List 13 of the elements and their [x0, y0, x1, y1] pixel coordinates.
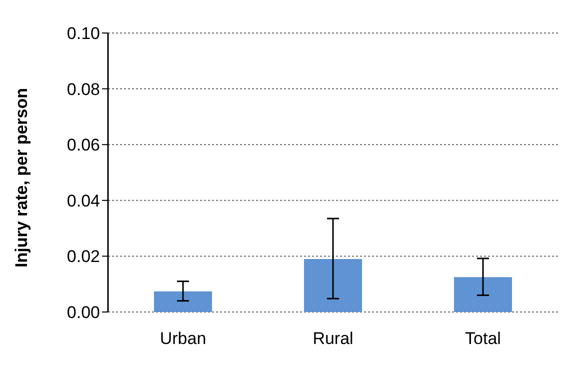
x-tick-label: Total — [465, 329, 501, 348]
x-tick-label: Rural — [312, 329, 354, 348]
y-tick-label: 0.04 — [66, 191, 100, 210]
y-tick-label: 0.00 — [66, 303, 100, 322]
y-tick-label: 0.08 — [66, 80, 100, 99]
bar — [154, 291, 212, 312]
y-tick-label: 0.10 — [66, 24, 100, 44]
y-axis-title: Injury rate, per person — [12, 88, 32, 268]
y-tick-label: 0.02 — [66, 247, 100, 266]
bar — [304, 258, 362, 312]
y-tick-label: 0.06 — [66, 136, 100, 155]
bar — [454, 277, 512, 312]
x-tick-label: Urban — [160, 329, 206, 348]
